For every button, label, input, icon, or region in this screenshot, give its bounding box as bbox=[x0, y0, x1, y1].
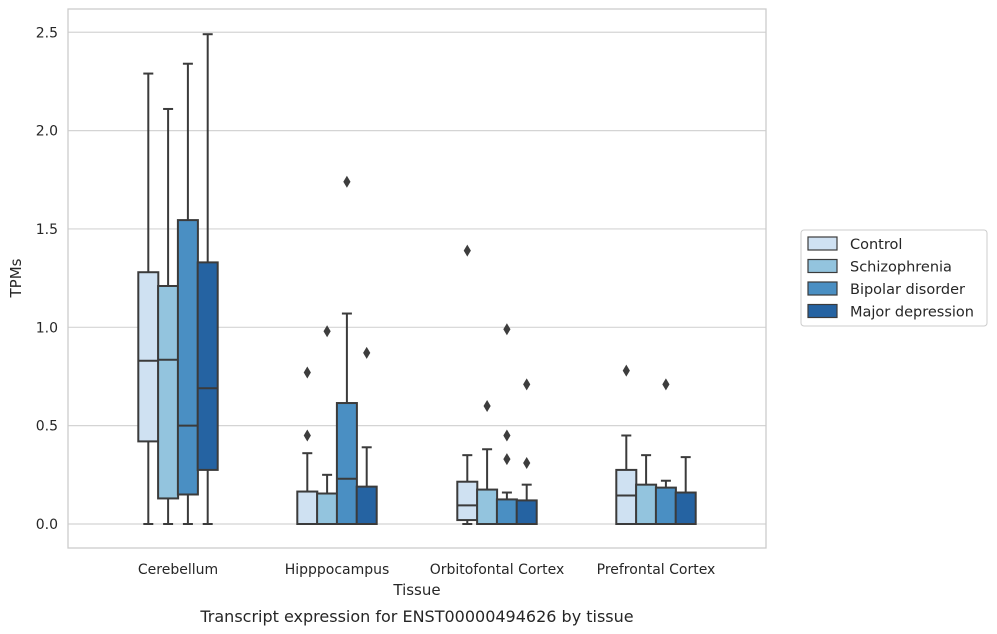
y-tick-label: 1.0 bbox=[36, 320, 58, 336]
outlier-point bbox=[503, 453, 511, 466]
box-body bbox=[674, 491, 697, 526]
box-major-depression bbox=[515, 378, 538, 525]
box-major-depression bbox=[196, 33, 219, 525]
legend-label: Major depression bbox=[850, 305, 974, 321]
box-body bbox=[196, 261, 219, 471]
box-major-depression bbox=[355, 346, 378, 526]
box-body bbox=[515, 499, 538, 525]
box-body bbox=[495, 498, 518, 526]
outlier-point bbox=[463, 244, 471, 257]
box-body bbox=[654, 486, 677, 526]
outlier-point bbox=[483, 399, 491, 412]
outlier-point bbox=[503, 429, 511, 442]
outlier-point bbox=[323, 325, 331, 338]
box-body bbox=[635, 483, 658, 526]
box-bipolar-disorder bbox=[335, 175, 358, 526]
outlier-point bbox=[523, 457, 531, 470]
y-tick-label: 2.5 bbox=[36, 25, 58, 41]
legend: Control Schizophrenia Bipolar disorder Majo… bbox=[800, 229, 988, 327]
box-body bbox=[137, 271, 160, 443]
legend-label: Bipolar disorder bbox=[850, 282, 965, 298]
outlier-point bbox=[303, 429, 311, 442]
legend-item: Schizophrenia bbox=[807, 258, 952, 276]
outlier-point bbox=[662, 378, 670, 391]
box-schizophrenia bbox=[316, 325, 339, 526]
x-tick-label: Hipppocampus bbox=[285, 562, 390, 578]
box-body bbox=[316, 492, 339, 526]
box-bipolar-disorder bbox=[495, 323, 518, 526]
legend-item: Bipolar disorder bbox=[807, 281, 965, 298]
box-body bbox=[296, 490, 319, 525]
y-tick-label: 1.5 bbox=[36, 222, 58, 238]
y-tick-label: 0.0 bbox=[36, 517, 58, 533]
plot-frame bbox=[67, 8, 767, 549]
box-control bbox=[615, 364, 638, 525]
box-body bbox=[456, 480, 479, 522]
chart-caption: Transcript expression for ENST0000049462… bbox=[199, 607, 633, 626]
outlier-point bbox=[523, 378, 531, 391]
box-major-depression bbox=[674, 456, 697, 526]
box-control bbox=[296, 366, 319, 525]
box-body bbox=[157, 284, 180, 500]
legend-items: Control Schizophrenia Bipolar disorder Majo… bbox=[807, 236, 974, 321]
box-body bbox=[476, 488, 499, 526]
x-axis-label: Tissue bbox=[392, 581, 440, 599]
boxes bbox=[137, 33, 697, 526]
legend-label: Control bbox=[850, 237, 902, 253]
box-body bbox=[176, 219, 199, 496]
y-axis-ticks: 0.0 0.5 1.0 1.5 2.0 2.5 bbox=[36, 25, 58, 533]
box-bipolar-disorder bbox=[176, 62, 199, 525]
box-body bbox=[615, 468, 638, 525]
box-schizophrenia bbox=[635, 454, 658, 526]
box-schizophrenia bbox=[157, 107, 180, 525]
box-body bbox=[335, 402, 358, 526]
outlier-point bbox=[622, 364, 630, 377]
legend-swatch bbox=[807, 236, 838, 251]
legend-swatch bbox=[807, 258, 838, 274]
outlier-point bbox=[303, 366, 311, 379]
legend-swatch bbox=[807, 303, 838, 319]
legend-item: Control bbox=[807, 236, 902, 253]
y-axis-label: TPMs bbox=[7, 258, 25, 298]
x-axis-ticks: Cerebellum Hipppocampus Orbitofontal Corte… bbox=[138, 562, 715, 578]
box-control bbox=[456, 244, 479, 525]
outlier-point bbox=[363, 346, 371, 359]
outlier-point bbox=[343, 175, 351, 188]
box-schizophrenia bbox=[476, 399, 499, 526]
legend-label: Schizophrenia bbox=[850, 260, 952, 276]
box-bipolar-disorder bbox=[654, 378, 677, 526]
y-tick-label: 2.0 bbox=[36, 124, 58, 140]
box-body bbox=[355, 485, 378, 526]
x-tick-label: Prefrontal Cortex bbox=[597, 562, 716, 578]
outlier-point bbox=[503, 323, 511, 336]
y-tick-label: 0.5 bbox=[36, 419, 58, 435]
legend-swatch bbox=[807, 281, 838, 296]
legend-frame bbox=[800, 229, 988, 327]
legend-item: Major depression bbox=[807, 303, 974, 321]
x-tick-label: Cerebellum bbox=[138, 562, 218, 578]
box-control bbox=[137, 72, 160, 525]
x-tick-label: Orbitofontal Cortex bbox=[430, 562, 565, 578]
